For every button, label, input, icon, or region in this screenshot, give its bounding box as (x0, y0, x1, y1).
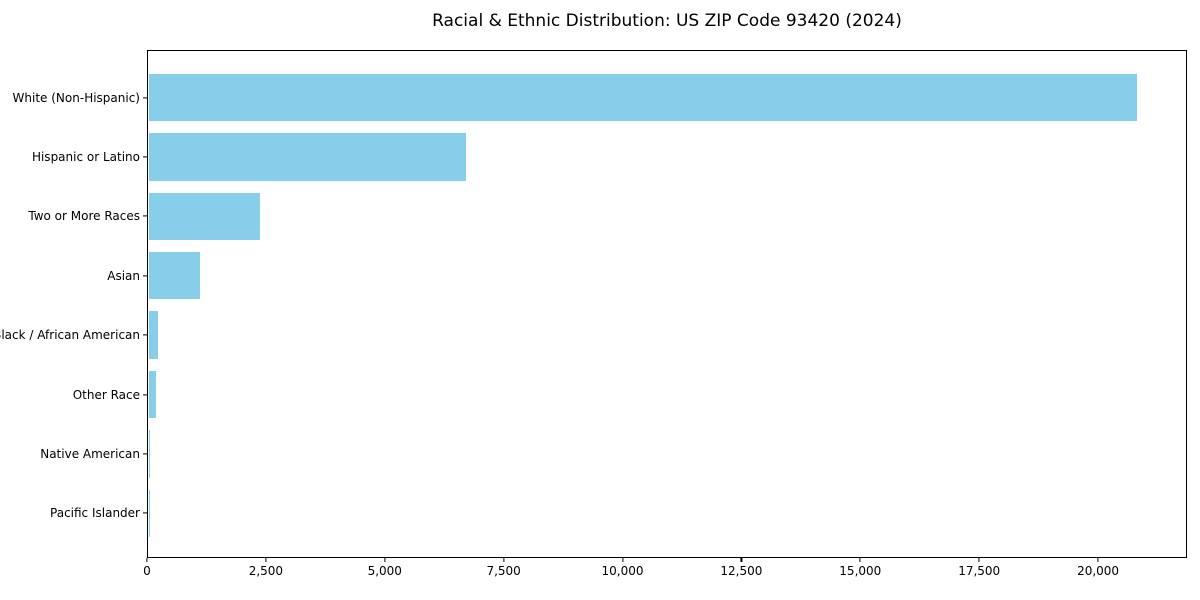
x-tick-label: 15,000 (839, 564, 882, 578)
x-tick-mark (740, 558, 742, 562)
y-tick-mark (143, 156, 147, 158)
y-tick-label: Hispanic or Latino (31, 149, 140, 164)
x-tick-mark (859, 558, 861, 562)
y-tick-mark (143, 275, 147, 277)
chart-title: Racial & Ethnic Distribution: US ZIP Cod… (432, 11, 902, 31)
bar-pacific-islander (148, 489, 150, 538)
x-tick-label: 7,500 (486, 564, 521, 578)
bar-other-race (148, 370, 156, 419)
x-tick-label: 12,500 (720, 564, 763, 578)
x-tick-mark (978, 558, 980, 562)
x-tick-mark (384, 558, 386, 562)
y-tick-label: White (Non-Hispanic) (12, 90, 140, 105)
y-tick-mark (143, 96, 147, 99)
y-tick-label: Pacific Islander (50, 506, 140, 521)
bar-black-african-american (148, 311, 158, 359)
x-tick-label: 2,500 (248, 564, 284, 578)
bar-hispanic-or-latino (148, 133, 467, 181)
x-tick-label: 17,500 (958, 564, 1001, 578)
x-tick-label: 5,000 (367, 564, 402, 578)
y-tick-mark (143, 393, 147, 396)
x-tick-label: 10,000 (601, 564, 644, 578)
bar-native-american (148, 430, 150, 478)
y-tick-label: Black / African American (0, 328, 140, 343)
y-tick-mark (143, 453, 147, 455)
y-tick-mark (143, 334, 147, 336)
x-tick-mark (146, 558, 148, 562)
x-tick-mark (1097, 558, 1099, 562)
x-tick-label: 0 (143, 564, 151, 578)
bar-asian (148, 251, 201, 300)
plot-area (147, 50, 1187, 558)
x-tick-mark (503, 558, 505, 562)
bar-white-non-hispanic- (148, 73, 1137, 122)
y-tick-label: Other Race (72, 387, 140, 402)
y-tick-label: Native American (40, 446, 140, 461)
y-tick-label: Two or More Races (28, 209, 140, 224)
y-tick-mark (143, 215, 147, 217)
x-tick-label: 20,000 (1077, 564, 1120, 578)
y-tick-mark (143, 512, 147, 514)
x-tick-mark (621, 558, 624, 562)
y-tick-label: Asian (107, 268, 140, 283)
bar-two-or-more-races (148, 192, 261, 241)
x-tick-mark (265, 558, 267, 562)
